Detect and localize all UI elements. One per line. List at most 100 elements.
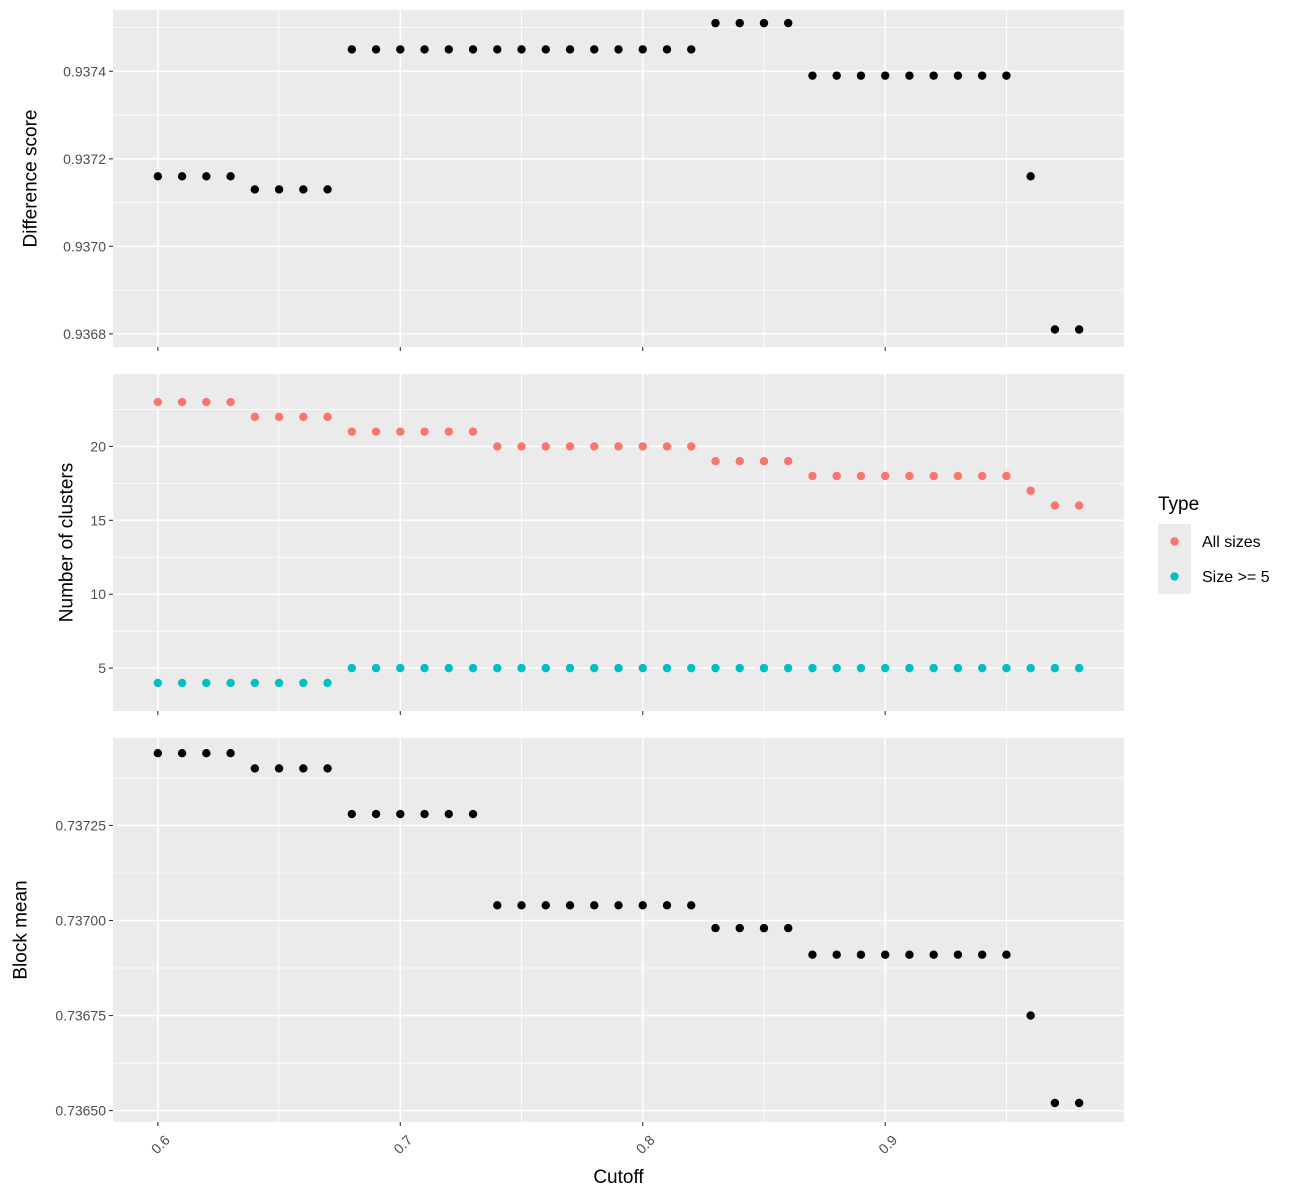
data-point: [444, 663, 453, 673]
data-point: [1050, 325, 1060, 334]
data-point: [808, 471, 817, 481]
data-point: [711, 923, 720, 933]
data-point: [517, 901, 526, 910]
data-point: [1026, 663, 1035, 673]
data-point: [856, 663, 866, 673]
data-point: [541, 663, 550, 673]
data-point: [299, 678, 308, 688]
data-point: [784, 457, 793, 466]
data-point: [614, 663, 623, 673]
data-point: [565, 901, 575, 910]
data-point: [929, 663, 938, 673]
legend-title: Type: [1158, 494, 1199, 515]
panel-background: [113, 374, 1124, 711]
data-point: [153, 749, 163, 758]
data-point: [905, 471, 914, 481]
data-point: [1002, 663, 1011, 673]
data-point: [808, 950, 817, 959]
data-point: [808, 71, 817, 80]
data-point: [541, 442, 550, 451]
data-point: [759, 457, 769, 466]
data-point: [662, 442, 672, 451]
data-point: [905, 663, 914, 673]
y-tick-label: 0.9372: [63, 151, 106, 167]
data-point: [177, 397, 187, 407]
data-point: [614, 442, 623, 451]
data-point: [711, 18, 720, 28]
data-point: [1074, 1098, 1084, 1108]
data-point: [953, 663, 963, 673]
data-point: [444, 809, 453, 819]
data-point: [396, 663, 405, 673]
data-point: [638, 45, 647, 54]
data-point: [371, 45, 381, 54]
data-point: [905, 71, 914, 80]
data-point: [929, 71, 938, 80]
data-point: [565, 442, 575, 451]
data-point: [638, 663, 647, 673]
data-point: [759, 663, 769, 673]
data-point: [1002, 471, 1011, 481]
data-point: [880, 663, 890, 673]
data-point: [856, 471, 866, 481]
data-point: [444, 45, 453, 54]
y-tick-label: 20: [90, 438, 106, 454]
data-point: [274, 185, 284, 194]
data-point: [323, 678, 332, 688]
data-point: [468, 663, 478, 673]
data-point: [1002, 71, 1011, 80]
panel-background: [113, 738, 1124, 1122]
x-axis-title: Cutoff: [593, 1167, 644, 1188]
data-point: [735, 457, 744, 466]
data-point: [784, 923, 793, 933]
legend-key-all-sizes: [1170, 537, 1179, 546]
data-point: [565, 663, 575, 673]
data-point: [638, 901, 647, 910]
data-point: [1050, 501, 1060, 510]
y-tick-label: 15: [90, 512, 106, 528]
data-point: [468, 427, 478, 436]
data-point: [977, 950, 987, 959]
data-point: [371, 427, 381, 436]
data-point: [493, 901, 502, 910]
data-point: [832, 663, 841, 673]
data-point: [250, 185, 260, 194]
panel-number-of-clusters: 5 10 15 20: [90, 374, 1124, 715]
y-tick-label: 5: [98, 660, 106, 676]
data-point: [517, 442, 526, 451]
data-point: [177, 678, 187, 688]
data-point: [153, 172, 163, 181]
legend: Type All sizes Size >= 5: [1158, 494, 1270, 594]
data-point: [759, 923, 769, 933]
data-point: [590, 663, 599, 673]
data-point: [250, 412, 260, 422]
data-point: [880, 950, 890, 959]
data-point: [880, 471, 890, 481]
data-point: [856, 71, 866, 80]
data-point: [420, 45, 429, 54]
legend-label-size-ge-5: Size >= 5: [1202, 569, 1270, 586]
data-point: [250, 678, 260, 688]
y-tick-label: 0.73725: [55, 817, 106, 833]
data-point: [832, 471, 841, 481]
y-tick-label: 0.73675: [55, 1008, 106, 1024]
data-point: [468, 809, 478, 819]
data-point: [347, 663, 357, 673]
data-point: [250, 764, 260, 773]
data-point: [953, 471, 963, 481]
data-point: [177, 749, 187, 758]
data-point: [687, 45, 696, 54]
data-point: [1026, 486, 1035, 495]
data-point: [880, 71, 890, 80]
y-axis-title-difference-score: Difference score: [21, 110, 42, 248]
data-point: [977, 71, 987, 80]
data-point: [420, 809, 429, 819]
panel-difference-score: 0.9368 0.9370 0.9372 0.9374: [63, 10, 1124, 351]
data-point: [590, 901, 599, 910]
data-point: [687, 442, 696, 451]
data-point: [493, 663, 502, 673]
data-point: [299, 412, 308, 422]
data-point: [832, 71, 841, 80]
data-point: [1002, 950, 1011, 959]
